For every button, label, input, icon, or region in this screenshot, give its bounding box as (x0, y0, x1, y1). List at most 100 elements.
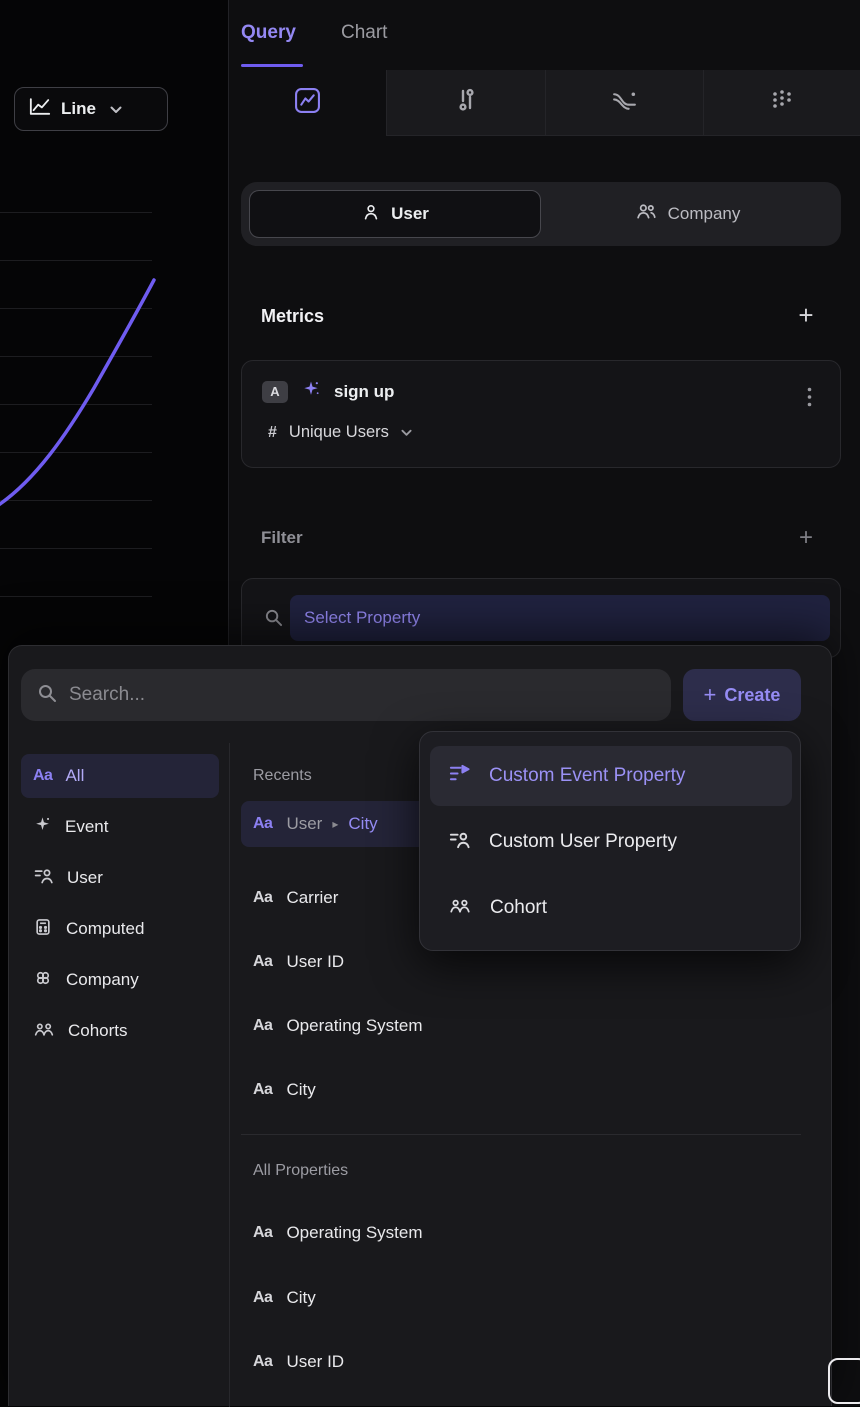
select-property-input[interactable]: Select Property (290, 595, 830, 641)
tab-chart[interactable]: Chart (341, 22, 388, 43)
property-label: Operating System (286, 1223, 423, 1242)
chevron-down-icon (110, 99, 122, 119)
cohorts-icon (33, 1019, 55, 1044)
property-label: Operating System (286, 1016, 423, 1035)
line-chart-icon (294, 87, 321, 119)
picker-divider (229, 743, 230, 1407)
chart-gridline (0, 404, 152, 405)
recent-property-city[interactable]: Aa City (241, 1067, 801, 1113)
property-search-input[interactable] (69, 684, 655, 706)
property-label: City (286, 1288, 316, 1307)
line-button-label: Line (61, 99, 96, 118)
category-event[interactable]: Event (21, 805, 219, 849)
breadcrumb-arrow-icon: ▸ (332, 817, 339, 831)
recent-property-user-id[interactable]: Aa User ID (241, 939, 801, 985)
list-divider (241, 1134, 801, 1135)
category-cohorts[interactable]: Cohorts (21, 1009, 219, 1053)
text-property-icon: Aa (253, 1353, 273, 1370)
property-label: City (286, 1080, 316, 1099)
chart-gridline (0, 260, 152, 261)
property-user-id[interactable]: Aa User ID (241, 1339, 801, 1385)
metric-options-button[interactable] (801, 385, 818, 414)
metric-aggregation-label: Unique Users (288, 423, 389, 441)
user-icon (361, 202, 381, 227)
property-search (21, 669, 671, 721)
add-metric-button[interactable]: + (798, 300, 814, 330)
metric-event-name: sign up (334, 381, 395, 401)
entity-toggle-company[interactable]: Company (541, 190, 833, 238)
recents-header: Recents (253, 767, 312, 784)
filter-title: Filter (261, 528, 303, 547)
event-sparkle-icon (301, 379, 321, 404)
metric-badge: A (262, 380, 288, 403)
property-label: User ID (286, 952, 345, 971)
property-label: City (348, 814, 378, 833)
property-parent: User (286, 814, 323, 833)
property-picker-popover: + Create Aa All Event User Computed Comp… (8, 645, 832, 1407)
entity-toggle-user[interactable]: User (249, 190, 541, 238)
chevron-down-icon (401, 424, 412, 442)
category-label: All (65, 766, 85, 785)
category-label: Cohorts (68, 1021, 128, 1040)
metric-aggregation-dropdown[interactable]: # Unique Users (268, 423, 412, 442)
property-label: Carrier (286, 888, 339, 907)
tab-query[interactable]: Query (241, 22, 296, 43)
chart-gridline (0, 212, 152, 213)
menu-item-label: Cohort (490, 897, 548, 918)
chart-type-scatter[interactable] (702, 70, 860, 136)
chart-gridline (0, 308, 152, 309)
cohort-icon (448, 895, 472, 922)
category-label: Event (65, 817, 109, 836)
category-label: Company (66, 970, 139, 989)
computed-icon (33, 917, 53, 942)
metrics-title: Metrics (261, 306, 325, 326)
scatter-chart-icon (769, 87, 795, 118)
custom-event-property-icon (448, 762, 471, 791)
all-properties-header: All Properties (253, 1162, 349, 1179)
metric-card[interactable]: A sign up # Unique Users (241, 360, 841, 468)
active-tab-underline (241, 64, 303, 67)
category-user[interactable]: User (21, 856, 219, 900)
text-property-icon: Aa (253, 1017, 273, 1034)
help-widget-launcher[interactable] (828, 1358, 860, 1404)
category-company[interactable]: Company (21, 958, 219, 1002)
category-computed[interactable]: Computed (21, 907, 219, 951)
menu-item-custom-event-property[interactable]: Custom Event Property (430, 746, 792, 806)
chart-type-flow[interactable] (544, 70, 703, 136)
panel-tabs: Query Chart (229, 0, 860, 70)
text-property-icon: Aa (253, 889, 273, 906)
text-property-icon: Aa (33, 767, 53, 784)
chart-gridline (0, 596, 152, 597)
menu-item-custom-user-property[interactable]: Custom User Property (430, 812, 792, 872)
entity-company-label: Company (667, 204, 741, 223)
text-property-icon: Aa (253, 1081, 273, 1098)
company-clover-icon (33, 968, 53, 993)
bar-chart-icon (453, 87, 479, 118)
menu-item-label: Custom User Property (489, 831, 677, 852)
chart-type-line[interactable] (229, 70, 386, 136)
chart-type-dropdown[interactable]: Line (14, 87, 168, 131)
menu-item-label: Custom Event Property (489, 765, 686, 786)
search-icon (37, 683, 57, 708)
add-filter-button[interactable]: + (798, 524, 813, 551)
recent-property-carrier[interactable]: Aa Carrier (241, 875, 801, 921)
create-label: Create (724, 684, 781, 705)
text-property-icon: Aa (253, 1224, 273, 1241)
text-property-icon: Aa (253, 953, 273, 970)
chart-gridline (0, 356, 152, 357)
chart-type-bar[interactable] (386, 70, 545, 136)
text-property-icon: Aa (253, 1289, 273, 1306)
hash-icon: # (268, 423, 277, 441)
chart-type-tabs (229, 70, 860, 136)
recent-property-operating-system[interactable]: Aa Operating System (241, 1003, 801, 1049)
event-sparkle-icon (33, 815, 52, 839)
property-city[interactable]: Aa City (241, 1275, 801, 1321)
category-label: Computed (66, 919, 145, 938)
menu-item-cohort[interactable]: Cohort (430, 878, 792, 938)
plus-icon: + (703, 682, 717, 707)
metric-event-row: A sign up (262, 379, 394, 404)
create-property-button[interactable]: + Create (683, 669, 801, 721)
filter-card: Select Property (241, 578, 841, 658)
property-operating-system[interactable]: Aa Operating System (241, 1210, 801, 1256)
category-all[interactable]: Aa All (21, 754, 219, 798)
